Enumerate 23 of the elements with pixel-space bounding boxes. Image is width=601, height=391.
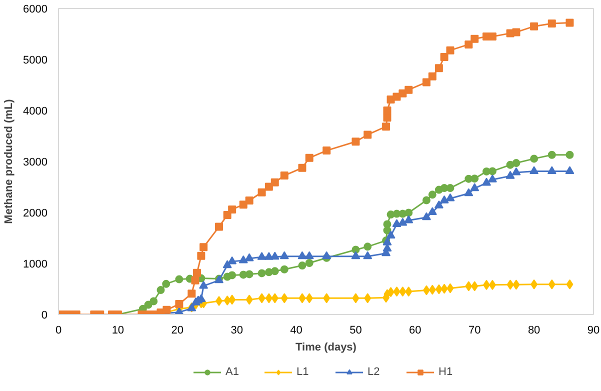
y-tick-label: 2000 [23,208,48,220]
y-tick-label: 4000 [23,106,48,118]
x-axis-title: Time (days) [296,342,357,354]
x-tick-label: 90 [587,324,600,336]
x-tick-label: 40 [290,324,302,336]
y-tick-label: 5000 [23,54,48,66]
legend-label: A1 [226,366,240,378]
legend-label: H1 [438,366,454,378]
y-tick-label: 3000 [23,156,48,168]
y-tick-label: 6000 [23,4,48,16]
y-tick-label: 1000 [23,258,48,270]
x-tick-label: 50 [350,324,362,336]
x-tick-label: 70 [468,324,481,336]
x-tick-label: 60 [409,324,422,336]
y-axis-title: Methane produced (mL) [3,98,16,224]
legend-label: L2 [368,366,381,378]
x-tick-label: 30 [230,324,243,336]
x-tick-label: 10 [112,324,124,336]
x-tick-label: 80 [528,324,540,336]
y-tick-label: 0 [41,310,48,322]
x-tick-label: 20 [171,324,184,336]
x-tick-label: 0 [55,324,62,336]
legend-label: L1 [296,366,310,378]
